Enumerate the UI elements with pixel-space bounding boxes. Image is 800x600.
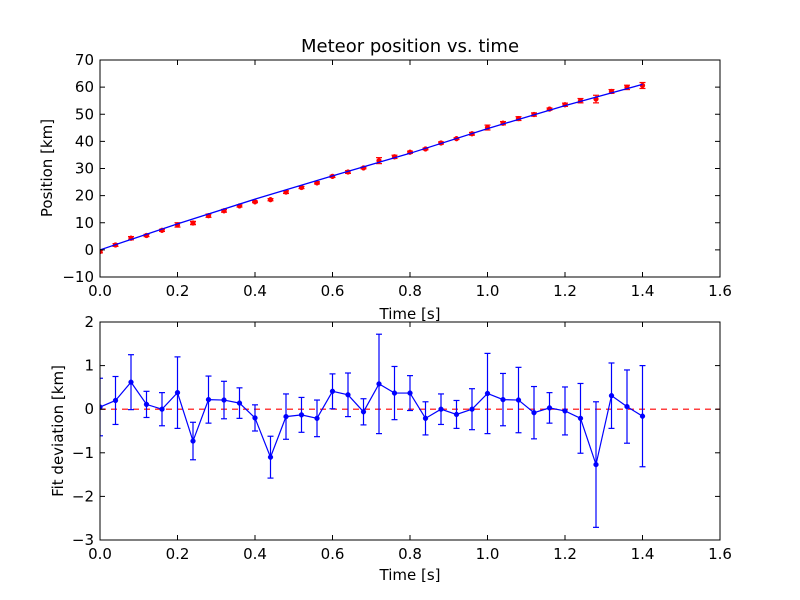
x-tick-label: 1.0 (476, 545, 500, 563)
data-point (100, 404, 103, 410)
x-tick-label: 0.2 (166, 282, 190, 300)
y-tick-label: −2 (72, 487, 94, 505)
data-point (531, 410, 537, 416)
x-axis-label-bottom: Time [s] (379, 566, 441, 584)
data-point (205, 396, 212, 403)
data-point (407, 390, 413, 396)
x-tick-label: 0.4 (243, 545, 267, 563)
y-tick-label: −1 (72, 444, 94, 462)
y-tick-label: 20 (75, 187, 94, 205)
x-tick-label: 1.6 (708, 545, 732, 563)
deviation-panel: 0.0 0.2 0.4 0.6 0.8 1.0 1.2 1.4 1.6 −3 −2 −1 0 1 2 Tim… (49, 313, 732, 584)
top-series-group (100, 81, 646, 255)
data-point (376, 381, 382, 387)
data-point (608, 393, 615, 399)
data-point (159, 406, 165, 412)
y-tick-label: 40 (75, 132, 94, 150)
data-point (174, 389, 181, 396)
data-point (128, 379, 134, 385)
data-point (546, 405, 553, 411)
data-point (500, 396, 506, 403)
data-point (283, 413, 289, 420)
data-point (267, 197, 274, 203)
data-point (593, 461, 599, 468)
position-axes: 0.0 0.2 0.4 0.6 0.8 1.0 1.2 1.4 1.6 −10 0 10 20 30 40 5… (62, 51, 732, 300)
y-tick-label: 70 (75, 51, 94, 69)
data-point (298, 412, 305, 418)
y-tick-label: 0 (84, 400, 94, 418)
y-axis-label-bottom: Fit deviation [km] (49, 365, 67, 497)
x-tick-label: 1.2 (553, 282, 577, 300)
position-panel: Meteor position vs. time 0.0 0.2 0.4 0.6 0.8… (38, 36, 732, 323)
x-tick-label: 1.4 (631, 282, 655, 300)
y-tick-label: 2 (84, 313, 94, 331)
fit-line (100, 83, 643, 251)
x-tick-label: 0.8 (398, 545, 422, 563)
data-point (345, 392, 351, 398)
data-point (453, 411, 460, 418)
data-point (391, 390, 398, 396)
data-point (438, 406, 444, 412)
data-point (267, 454, 274, 460)
deviation-axes: 0.0 0.2 0.4 0.6 0.8 1.0 1.2 1.4 1.6 −3 −2 −1 0 1 2 (72, 313, 732, 563)
x-tick-label: 1.0 (476, 282, 500, 300)
chart-title: Meteor position vs. time (301, 36, 519, 57)
x-tick-label: 0.0 (88, 545, 112, 563)
x-tick-label: 0.6 (321, 545, 345, 563)
position-plot-area (100, 81, 646, 255)
x-tick-label: 0.4 (243, 282, 267, 300)
data-point (422, 415, 429, 422)
x-tick-label: 1.2 (553, 545, 577, 563)
data-point (639, 413, 646, 419)
data-point (236, 400, 243, 406)
deviation-plot-area (100, 333, 720, 528)
data-point (143, 401, 150, 408)
data-point (329, 388, 336, 394)
data-point (190, 220, 196, 226)
x-tick-label: 1.4 (631, 545, 655, 563)
y-tick-label: 50 (75, 105, 94, 123)
y-tick-label: 60 (75, 78, 94, 96)
data-point (112, 397, 119, 404)
y-tick-label: 30 (75, 160, 94, 178)
data-point (624, 403, 630, 410)
x-tick-label: 0.6 (321, 282, 345, 300)
data-point (252, 415, 258, 421)
y-tick-label: 0 (84, 241, 94, 259)
data-point (314, 415, 320, 422)
y-axis-label-top: Position [km] (38, 119, 56, 217)
data-point (562, 408, 568, 414)
y-tick-label: −10 (62, 268, 94, 286)
data-point (190, 438, 196, 444)
data-point (484, 390, 491, 397)
data-point (360, 409, 367, 415)
data-point (469, 406, 475, 412)
y-tick-label: 1 (84, 357, 94, 375)
data-point (221, 397, 227, 403)
x-tick-label: 0.8 (398, 282, 422, 300)
data-point (515, 397, 522, 403)
x-axis-label-top: Time [s] (379, 305, 441, 323)
x-tick-label: 0.0 (88, 282, 112, 300)
data-point (577, 415, 584, 422)
x-tick-label: 1.6 (708, 282, 732, 300)
x-tick-label: 0.2 (166, 545, 190, 563)
y-tick-label: −3 (72, 531, 94, 549)
bottom-series-group (100, 333, 720, 528)
y-tick-label: 10 (75, 214, 94, 232)
